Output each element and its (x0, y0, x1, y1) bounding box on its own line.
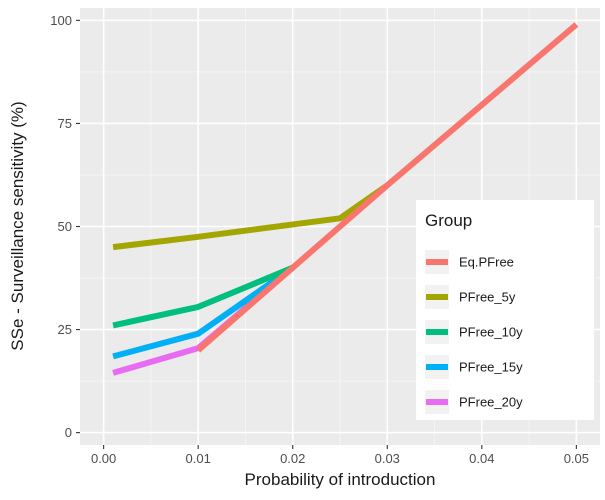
y-tick-label: 75 (58, 116, 72, 131)
x-tick-label: 0.02 (280, 451, 305, 466)
series-line-pfree-15y (112, 265, 295, 360)
y-tick-label: 25 (58, 322, 72, 337)
y-tick-label: 100 (50, 13, 72, 28)
y-tick-label: 50 (58, 219, 72, 234)
legend-label: PFree_5y (459, 290, 516, 305)
x-tick-label: 0.01 (186, 451, 211, 466)
x-axis: 0.00 0.01 0.02 0.03 0.04 0.05 (91, 445, 589, 466)
x-tick-label: 0.03 (375, 451, 400, 466)
legend-label: Eq.PFree (459, 255, 514, 270)
y-axis-title: SSe - Surveillance sensitivity (%) (8, 101, 27, 350)
legend-items: Eq.PFree PFree_5y PFree_10y PFree_15y PFree_… (425, 250, 523, 414)
legend-label: PFree_15y (459, 360, 523, 375)
legend-label: PFree_10y (459, 325, 523, 340)
series-line-eq-pfree (196, 22, 579, 353)
series-line-pfree-10y (112, 264, 294, 329)
series-line-pfree-5y (112, 182, 390, 251)
y-tick-label: 0 (65, 425, 72, 440)
legend-background (416, 200, 594, 420)
legend: Group Eq.PFree PFree_5y PFree_10y PFree_15y… (416, 200, 594, 420)
legend-title: Group (425, 211, 472, 230)
x-tick-label: 0.04 (469, 451, 494, 466)
x-axis-title: Probability of introduction (245, 470, 436, 489)
x-tick-label: 0.05 (564, 451, 589, 466)
series-layer (112, 22, 579, 376)
x-tick-label: 0.00 (91, 451, 116, 466)
y-axis: 0 25 50 75 100 (50, 13, 80, 440)
legend-label: PFree_20y (459, 395, 523, 410)
